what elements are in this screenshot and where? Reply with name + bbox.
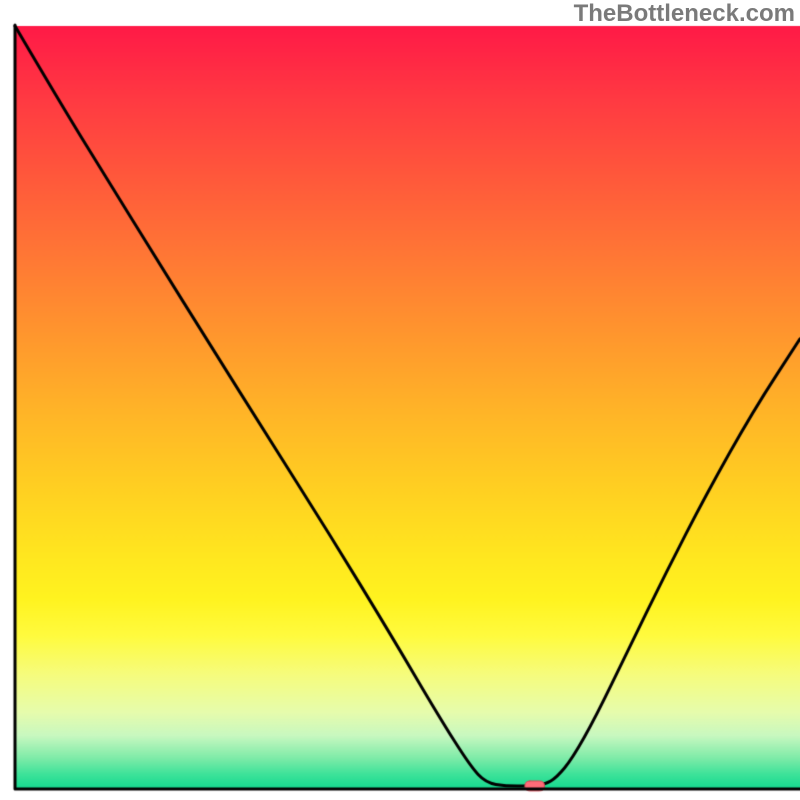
chart-canvas xyxy=(0,0,800,800)
watermark-text: TheBottleneck.com xyxy=(574,0,795,28)
chart-container: TheBottleneck.com xyxy=(0,0,800,800)
